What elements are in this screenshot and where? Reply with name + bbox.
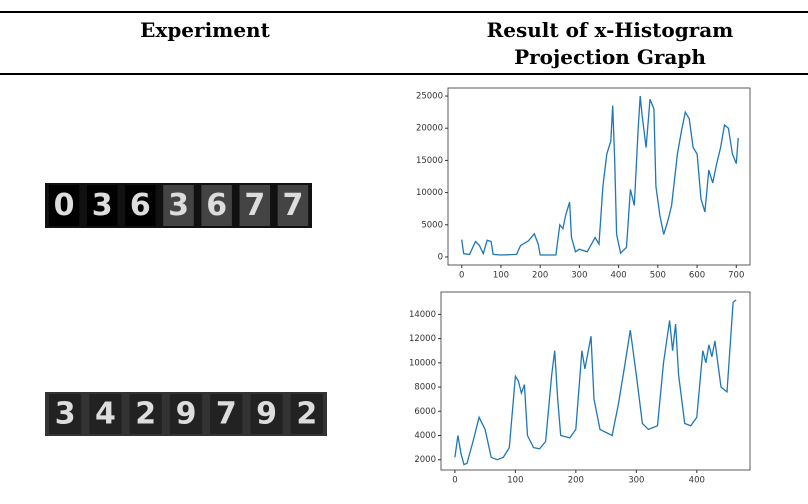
header: Result of x-Histogram: [487, 18, 734, 42]
header: Projection Graph: [514, 45, 706, 69]
x-tick-label: 300: [571, 271, 587, 281]
y-tick-label: 10000: [409, 358, 436, 368]
x-tick-label: 400: [610, 271, 626, 281]
y-tick-label: 6000: [414, 407, 436, 417]
digit: 2: [135, 397, 156, 432]
digit: 9: [256, 397, 277, 432]
digit-cell: [163, 185, 194, 226]
x-tick-label: 400: [689, 476, 705, 486]
digit: 4: [95, 397, 116, 432]
y-tick-label: 15000: [416, 156, 443, 166]
digit-cell: [290, 394, 323, 434]
x-tick-label: 0: [459, 271, 464, 281]
digit: 3: [55, 397, 76, 432]
x-tick-label: 0: [452, 476, 457, 486]
y-tick-label: 14000: [409, 310, 436, 320]
digit: 7: [282, 188, 303, 223]
y-tick-label: 25000: [416, 92, 443, 102]
y-tick-label: 10000: [416, 188, 443, 198]
x-tick-label: 100: [493, 271, 509, 281]
digit-cell: [48, 185, 80, 226]
digit: 6: [206, 188, 227, 223]
y-tick-label: 0: [438, 252, 443, 262]
x-tick-label: 700: [728, 271, 744, 281]
x-tick-label: 300: [628, 476, 644, 486]
digit: 7: [244, 188, 265, 223]
digit-cell: [239, 185, 271, 226]
digit: 3: [92, 188, 113, 223]
x-tick-label: 600: [689, 271, 705, 281]
digit-cell: [86, 185, 118, 226]
y-tick-label: 8000: [414, 383, 436, 393]
digit: 6: [130, 188, 151, 223]
plot-frame: [440, 291, 751, 471]
y-tick-label: 4000: [414, 431, 436, 441]
digit-cell: [89, 394, 122, 434]
digit-cell: [250, 394, 283, 434]
y-tick-label: 20000: [416, 124, 443, 134]
digit-cell: [201, 185, 232, 226]
line-series: [454, 299, 737, 466]
digit: 0: [54, 188, 75, 223]
plot-frame: [447, 87, 751, 266]
x-tick-label: 100: [507, 476, 523, 486]
x-tick-label: 200: [532, 271, 548, 281]
line-series: [461, 95, 739, 256]
y-tick-label: 2000: [414, 455, 436, 465]
digit-cell: [125, 185, 156, 226]
y-tick-label: 12000: [409, 334, 436, 344]
y-tick-label: 5000: [421, 220, 443, 230]
digit: 7: [216, 397, 237, 432]
x-tick-label: 200: [568, 476, 584, 486]
digit: 2: [296, 397, 317, 432]
digit-cell: [129, 394, 162, 434]
header: Experiment: [140, 18, 270, 42]
digit: 9: [176, 397, 197, 432]
x-tick-label: 500: [650, 271, 666, 281]
digit-cell: [210, 394, 243, 434]
digit-cell: [169, 394, 203, 434]
digit: 3: [168, 188, 189, 223]
digit-cell: [277, 185, 309, 226]
digit-cell: [49, 394, 82, 434]
